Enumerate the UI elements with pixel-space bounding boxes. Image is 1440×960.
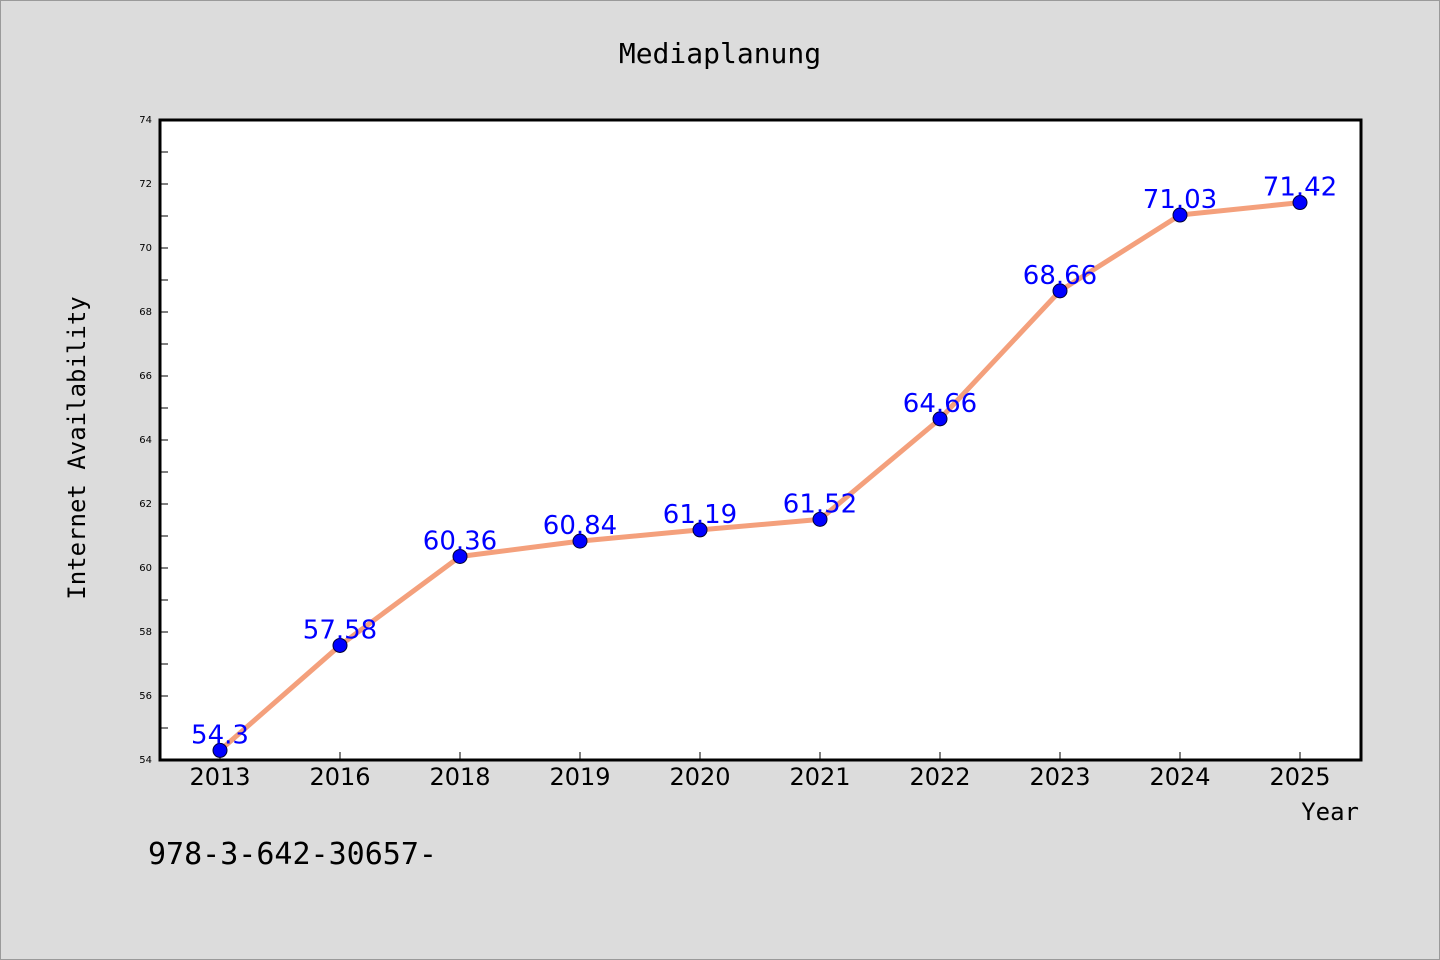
data-point [1052,283,1068,299]
x-tick-label: 2019 [549,763,610,791]
data-point [1292,195,1308,211]
data-point [932,411,948,427]
y-tick-label: 58 [139,627,152,638]
y-tick-label: 64 [139,435,152,446]
y-tick-label: 66 [139,371,152,382]
data-label: 71.42 [1263,173,1337,203]
x-axis-label: Year [1301,798,1359,826]
x-tick-label: 2013 [189,763,250,791]
chart-title: Mediaplanung [619,37,821,70]
series-line [218,200,1301,753]
data-label: 57.58 [303,615,377,645]
data-point [812,511,828,527]
data-label: 60.36 [423,526,497,556]
data-point [332,637,348,653]
x-axis-ticks: 2013 2016 2018 2019 2020 2021 2022 2023 2024 2025 [189,752,1331,791]
data-point [452,548,468,564]
x-tick-label: 2025 [1269,763,1330,791]
x-tick-label: 2023 [1029,763,1090,791]
y-tick-label: 72 [139,179,152,190]
x-tick-label: 2021 [789,763,850,791]
data-point [572,533,588,549]
y-tick-label: 62 [139,499,152,510]
x-tick-label: 2024 [1149,763,1210,791]
x-tick-label: 2022 [909,763,970,791]
x-tick-label: 2016 [309,763,370,791]
data-label: 64.66 [903,389,977,419]
y-axis-label: Internet Availability [63,296,91,599]
data-point [1172,207,1188,223]
data-label: 61.52 [783,489,857,519]
data-labels-layer: 54.3 57.58 60.36 60.84 61.19 61.52 64.66 68.66 7… [191,173,1337,751]
y-tick-label: 70 [139,243,152,254]
x-tick-label: 2018 [429,763,490,791]
y-tick-label: 74 [139,115,152,126]
y-tick-label: 60 [139,563,152,574]
y-tick-label: 68 [139,307,152,318]
data-label: 54.3 [191,720,249,750]
x-tick-label: 2020 [669,763,730,791]
y-tick-label: 54 [139,755,152,766]
data-label: 71.03 [1143,185,1217,215]
data-label: 61.19 [663,500,737,530]
data-label: 68.66 [1023,261,1097,291]
y-axis-ticks: 54 56 58 60 62 64 66 68 70 72 74 [139,115,168,766]
footer-text: 978-3-642-30657- [148,837,437,872]
y-tick-label: 56 [139,691,152,702]
data-point [692,522,708,538]
data-point [212,742,228,758]
data-label: 60.84 [543,511,617,541]
series-layer [212,195,1308,758]
